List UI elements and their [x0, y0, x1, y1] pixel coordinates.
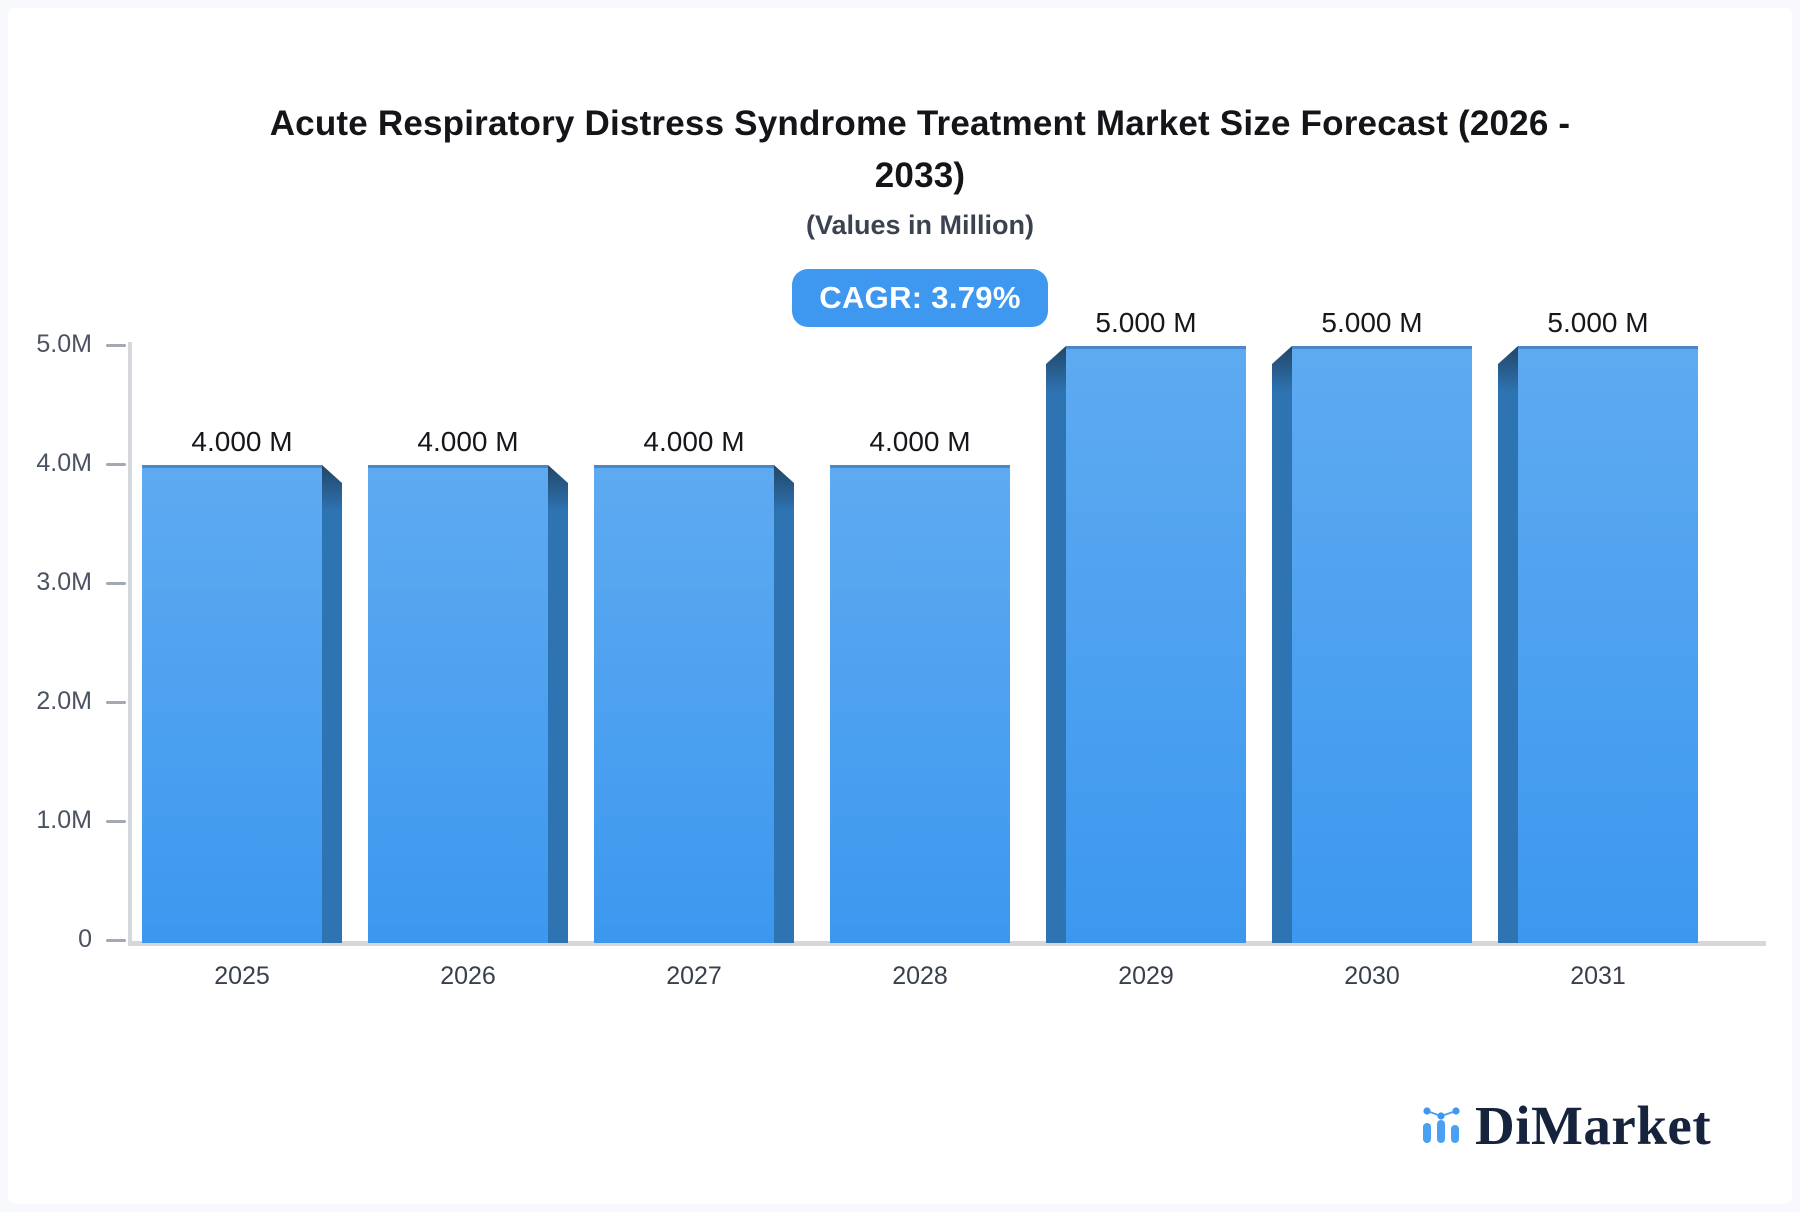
bar-value-label: 5.000 M — [1547, 307, 1649, 338]
bar-face — [594, 465, 774, 943]
dimarket-logo[interactable]: DiMarket — [1423, 1098, 1711, 1153]
x-axis-label-2031: 2031 — [1570, 962, 1626, 990]
y-tick-label: 1.0M — [36, 806, 92, 834]
y-tick-label: 2.0M — [36, 687, 92, 715]
x-axis-label-2025: 2025 — [214, 962, 270, 990]
bar-value-label: 4.000 M — [869, 426, 971, 457]
x-axis-label-2029: 2029 — [1118, 962, 1174, 990]
bar-2026[interactable]: 4.000 M 2026 — [368, 426, 568, 990]
y-tick-mark — [106, 463, 126, 466]
y-tick-label: 0 — [78, 925, 92, 953]
bar-face — [1518, 346, 1698, 943]
bar-2027[interactable]: 4.000 M 2027 — [594, 426, 794, 990]
bar-2030[interactable]: 5.000 M 2030 — [1272, 307, 1472, 990]
chart-title-line1: Acute Respiratory Distress Syndrome Trea… — [269, 104, 1571, 143]
x-axis-label-2028: 2028 — [892, 962, 948, 990]
bar-face — [1292, 346, 1472, 943]
bar-face — [368, 465, 548, 943]
mini-bar-chart-with-dots-icon — [1423, 1107, 1460, 1143]
chart-subtitle: (Values in Million) — [805, 210, 1035, 240]
bar-value-label: 4.000 M — [417, 426, 519, 457]
bar-3d-side — [1498, 346, 1518, 943]
y-tick-label: 5.0M — [36, 330, 92, 358]
chart-title: Acute Respiratory Distress Syndrome Trea… — [48, 98, 1792, 202]
x-axis-line — [128, 941, 1766, 946]
bar-2025[interactable]: 4.000 M 2025 — [142, 426, 342, 990]
y-tick-mark — [106, 820, 126, 823]
bar-value-label: 4.000 M — [643, 426, 745, 457]
bar-3d-side — [1272, 346, 1292, 943]
chart-title-line2: 2033) — [874, 156, 966, 195]
bar-2029[interactable]: 5.000 M 2029 — [1046, 307, 1246, 990]
bar-face — [830, 465, 1010, 943]
x-axis-label-2026: 2026 — [440, 962, 496, 990]
y-axis-line — [128, 342, 132, 946]
cagr-badge: CAGR: 3.79% — [792, 269, 1048, 327]
logo-text: DiMarket — [1475, 1095, 1712, 1156]
y-tick-mark — [106, 701, 126, 704]
bar-value-label: 4.000 M — [191, 426, 293, 457]
chart-header: Acute Respiratory Distress Syndrome Trea… — [48, 98, 1792, 327]
y-tick-label: 4.0M — [36, 449, 92, 477]
x-axis-label-2030: 2030 — [1344, 962, 1400, 990]
y-tick-label: 3.0M — [36, 568, 92, 596]
bar-face — [142, 465, 322, 943]
bar-value-label: 5.000 M — [1095, 307, 1197, 338]
bar-3d-side — [322, 465, 342, 943]
bar-3d-side — [548, 465, 568, 943]
bar-value-label: 5.000 M — [1321, 307, 1423, 338]
bar-3d-side — [1046, 346, 1066, 943]
y-tick-mark — [106, 939, 126, 942]
y-tick-mark — [106, 582, 126, 585]
y-tick-mark — [106, 344, 126, 347]
bar-3d-side — [774, 465, 794, 943]
bar-2028[interactable]: 4.000 M 2028 — [820, 426, 1020, 990]
chart-card: Acute Respiratory Distress Syndrome Trea… — [8, 8, 1792, 1204]
x-axis-label-2027: 2027 — [666, 962, 722, 990]
bar-2031[interactable]: 5.000 M 2031 — [1498, 307, 1698, 990]
bar-face — [1066, 346, 1246, 943]
